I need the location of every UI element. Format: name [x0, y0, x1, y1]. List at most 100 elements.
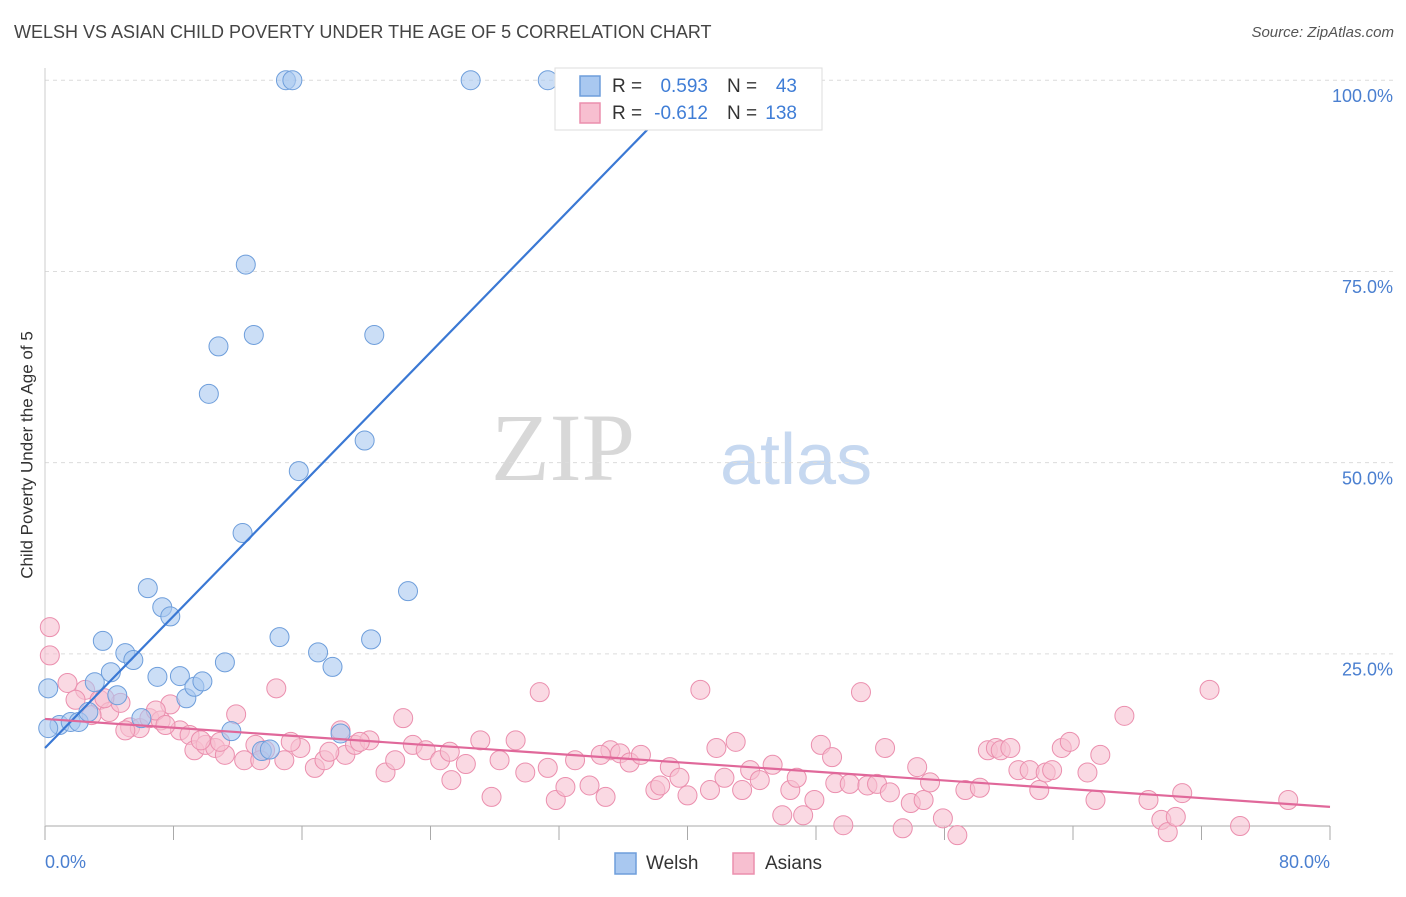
point	[1042, 760, 1063, 781]
point	[38, 718, 59, 739]
legend-label: Welsh	[646, 853, 698, 874]
legend-n-label: N =	[727, 76, 757, 97]
point	[1230, 816, 1251, 836]
point	[1278, 789, 1299, 810]
point	[393, 708, 414, 729]
point	[235, 254, 256, 275]
point	[1199, 679, 1220, 700]
point	[913, 789, 934, 810]
point	[555, 776, 576, 797]
y-tick-label: 75.0%	[1342, 277, 1393, 297]
point	[147, 666, 168, 687]
point	[243, 324, 264, 345]
point	[169, 666, 190, 687]
point	[460, 70, 481, 91]
legend-swatch	[579, 75, 601, 97]
legend-swatch	[614, 852, 637, 875]
legend-n: 138	[765, 103, 797, 124]
point	[833, 815, 854, 836]
point	[364, 324, 385, 345]
point	[123, 650, 144, 671]
point	[266, 678, 287, 699]
point	[762, 754, 783, 775]
point	[565, 750, 586, 771]
point	[226, 704, 247, 725]
point	[192, 671, 213, 692]
watermark: ZIP	[491, 394, 635, 501]
point	[481, 786, 502, 807]
point	[892, 818, 913, 839]
point	[932, 808, 953, 829]
point	[489, 750, 510, 771]
point	[470, 730, 491, 751]
legend-n-label: N =	[727, 103, 757, 124]
point	[650, 775, 671, 796]
point	[839, 773, 860, 794]
point	[537, 70, 558, 91]
source: Source: ZipAtlas.com	[1251, 24, 1394, 41]
trend-line	[44, 79, 697, 749]
legend-r-label: R =	[612, 76, 642, 97]
point	[850, 682, 871, 703]
point	[288, 461, 309, 482]
point	[385, 750, 406, 771]
legend-swatch	[732, 852, 755, 875]
point	[131, 708, 152, 729]
point	[706, 737, 727, 758]
point	[1172, 783, 1193, 804]
point	[441, 770, 462, 791]
point	[1077, 762, 1098, 783]
point	[282, 70, 303, 91]
point	[155, 715, 176, 736]
legend-label: Asians	[765, 853, 822, 874]
point	[749, 770, 770, 791]
point	[308, 642, 329, 663]
legend-r: 0.593	[660, 76, 708, 97]
y-axis-label: Child Poverty Under the Age of 5	[17, 331, 36, 579]
point	[822, 747, 843, 768]
point	[274, 750, 295, 771]
point	[590, 744, 611, 765]
legend-r: -0.612	[654, 103, 708, 124]
point	[907, 757, 928, 778]
point	[354, 430, 375, 451]
point	[725, 731, 746, 752]
point	[875, 737, 896, 758]
point	[38, 678, 59, 699]
point	[537, 757, 558, 778]
point	[879, 782, 900, 803]
watermark: atlas	[720, 420, 872, 500]
point	[160, 606, 181, 627]
point	[1090, 744, 1111, 765]
point	[1000, 737, 1021, 758]
point	[1085, 789, 1106, 810]
bottom-legend: Welsh Asians	[614, 852, 822, 875]
point	[84, 672, 105, 693]
point	[208, 336, 229, 357]
x-tick-label: 80.0%	[1279, 852, 1330, 872]
point	[319, 741, 340, 762]
point	[505, 730, 526, 751]
point	[92, 630, 113, 651]
point	[969, 777, 990, 798]
point	[57, 672, 78, 693]
point	[361, 629, 382, 650]
point	[677, 785, 698, 806]
legend-swatch	[579, 102, 601, 124]
point	[455, 754, 476, 775]
point	[699, 780, 720, 801]
point	[732, 780, 753, 801]
point	[190, 730, 211, 751]
chart-title: WELSH VS ASIAN CHILD POVERTY UNDER THE A…	[14, 22, 712, 42]
legend-r-label: R =	[612, 103, 642, 124]
point	[1059, 731, 1080, 752]
point	[322, 656, 343, 677]
point	[579, 775, 600, 796]
point	[804, 789, 825, 810]
y-tick-label: 25.0%	[1342, 660, 1393, 680]
point	[78, 702, 99, 723]
legend: R = 0.593 N = 43 R = -0.612 N = 138	[554, 67, 823, 131]
x-tick-label: 0.0%	[45, 852, 86, 872]
point	[398, 581, 419, 602]
